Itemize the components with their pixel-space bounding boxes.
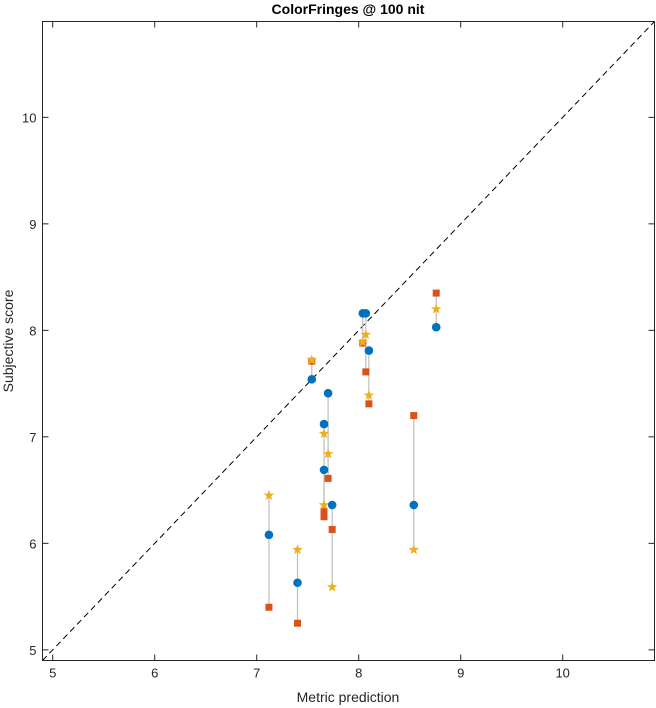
square-point [328, 526, 336, 534]
star-point [326, 581, 338, 592]
star-point [357, 336, 369, 347]
star-point [360, 329, 372, 340]
x-tick-label: 7 [253, 666, 260, 681]
circle-point [431, 322, 441, 332]
axis-ticks: 5 6 7 8 9 10 5 6 7 8 9 10 [22, 21, 655, 681]
x-tick-label: 6 [151, 666, 158, 681]
y-tick-label: 7 [29, 430, 36, 445]
square-point [265, 603, 273, 611]
square-point [324, 474, 332, 482]
circle-point [327, 500, 337, 510]
circle-point [319, 465, 329, 475]
star-point [430, 303, 442, 314]
circle-point [361, 309, 371, 318]
y-tick-label: 5 [29, 643, 36, 658]
x-tick-label: 9 [457, 666, 464, 681]
x-tick-label: 10 [555, 666, 569, 681]
circle-point [323, 388, 333, 398]
star-point [408, 544, 420, 555]
star-point [322, 448, 334, 459]
plot-area [42, 21, 655, 661]
y-tick-label: 8 [29, 323, 36, 338]
chart-title: ColorFringes @ 100 nit [272, 1, 425, 17]
circle-point [409, 500, 419, 510]
y-tick-label: 9 [29, 217, 36, 232]
star-point [306, 354, 318, 365]
y-tick-label: 6 [29, 536, 36, 551]
x-axis-label: Metric prediction [297, 689, 400, 705]
y-axis-label: Subjective score [0, 289, 16, 392]
circle-point [319, 419, 329, 429]
x-tick-label: 5 [49, 666, 56, 681]
star-point [318, 499, 330, 510]
star-point [363, 389, 375, 400]
square-point [432, 289, 440, 297]
reference-line [42, 21, 655, 661]
star-point [318, 428, 330, 439]
square-point [365, 400, 373, 408]
square-point [320, 513, 328, 521]
square-point [294, 619, 301, 627]
star-point [292, 544, 303, 555]
circle-point [293, 578, 302, 588]
square-point [320, 507, 328, 515]
plot-frame [42, 21, 655, 661]
square-point [362, 368, 370, 376]
x-tick-label: 8 [355, 666, 362, 681]
circle-point [264, 530, 274, 540]
star-point [263, 489, 275, 500]
circle-point [307, 375, 317, 384]
circle-point [364, 346, 374, 355]
y-tick-label: 10 [22, 110, 36, 125]
square-point [410, 412, 418, 420]
